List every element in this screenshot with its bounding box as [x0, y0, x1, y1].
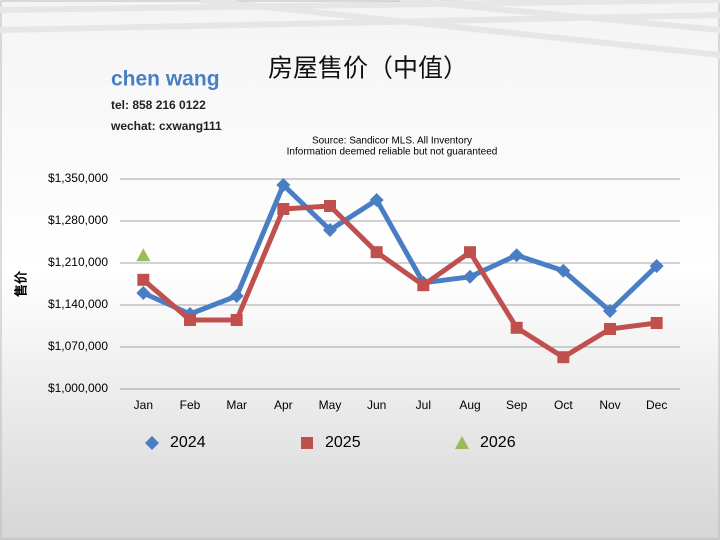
- author-name: chen wang: [111, 68, 220, 91]
- x-tick-label: Jul: [416, 398, 431, 412]
- data-point: [229, 289, 244, 303]
- chart-title: 房屋售价（中值）: [268, 55, 468, 83]
- y-axis-label: 售价: [13, 270, 28, 297]
- data-point: [323, 223, 337, 237]
- legend-label: 2024: [170, 434, 206, 451]
- x-tick-label: Dec: [646, 398, 667, 412]
- series-line: [141, 203, 657, 360]
- data-point: [556, 263, 571, 278]
- legend-label: 2025: [325, 434, 361, 451]
- x-tick-label: Apr: [274, 398, 293, 412]
- data-point: [417, 279, 430, 292]
- data-point: [509, 248, 524, 263]
- x-tick-label: Oct: [554, 398, 573, 412]
- x-tick-label: Aug: [459, 398, 480, 412]
- data-point: [184, 314, 196, 326]
- data-point: [649, 259, 664, 273]
- data-point: [650, 317, 663, 329]
- author-tel: tel: 858 216 0122: [111, 98, 206, 112]
- data-point: [136, 286, 151, 300]
- y-tick-label: $1,280,000: [48, 213, 108, 227]
- data-point: [277, 203, 290, 215]
- y-tick-label: $1,210,000: [48, 255, 108, 269]
- x-tick-label: May: [319, 398, 342, 412]
- data-point: [370, 246, 383, 259]
- data-point: [603, 304, 617, 318]
- legend-label: 2026: [480, 434, 516, 451]
- y-tick-label: $1,070,000: [48, 339, 108, 353]
- x-tick-label: Jun: [367, 398, 386, 412]
- data-point: [137, 273, 150, 286]
- data-point: [276, 178, 291, 192]
- data-point: [464, 246, 476, 259]
- author-wechat: wechat: cxwang111: [110, 119, 222, 133]
- data-point: [510, 321, 523, 334]
- y-tick-label: $1,140,000: [48, 297, 108, 311]
- series-line: [142, 182, 659, 317]
- data-point: [324, 200, 336, 212]
- data-point: [463, 269, 477, 284]
- x-tick-label: Feb: [180, 398, 201, 412]
- y-tick-label: $1,000,000: [48, 381, 108, 395]
- data-point: [369, 193, 384, 207]
- legend-marker: [301, 437, 313, 449]
- x-tick-label: Jan: [134, 398, 153, 412]
- y-tick-label: $1,350,000: [48, 171, 108, 185]
- decor: [0, 0, 720, 58]
- legend-marker: [455, 436, 469, 449]
- data-point: [604, 323, 616, 335]
- data-point: [557, 351, 570, 364]
- legend-marker: [145, 436, 159, 450]
- data-point: [136, 248, 151, 262]
- chart-subtitle: Source: Sandicor MLS. All Inventory: [312, 136, 472, 147]
- x-tick-label: Sep: [506, 398, 528, 412]
- x-tick-label: Nov: [599, 398, 620, 412]
- chart-subtitle: Information deemed reliable but not guar…: [287, 147, 498, 158]
- data-point: [230, 314, 243, 326]
- x-tick-label: Mar: [226, 398, 247, 412]
